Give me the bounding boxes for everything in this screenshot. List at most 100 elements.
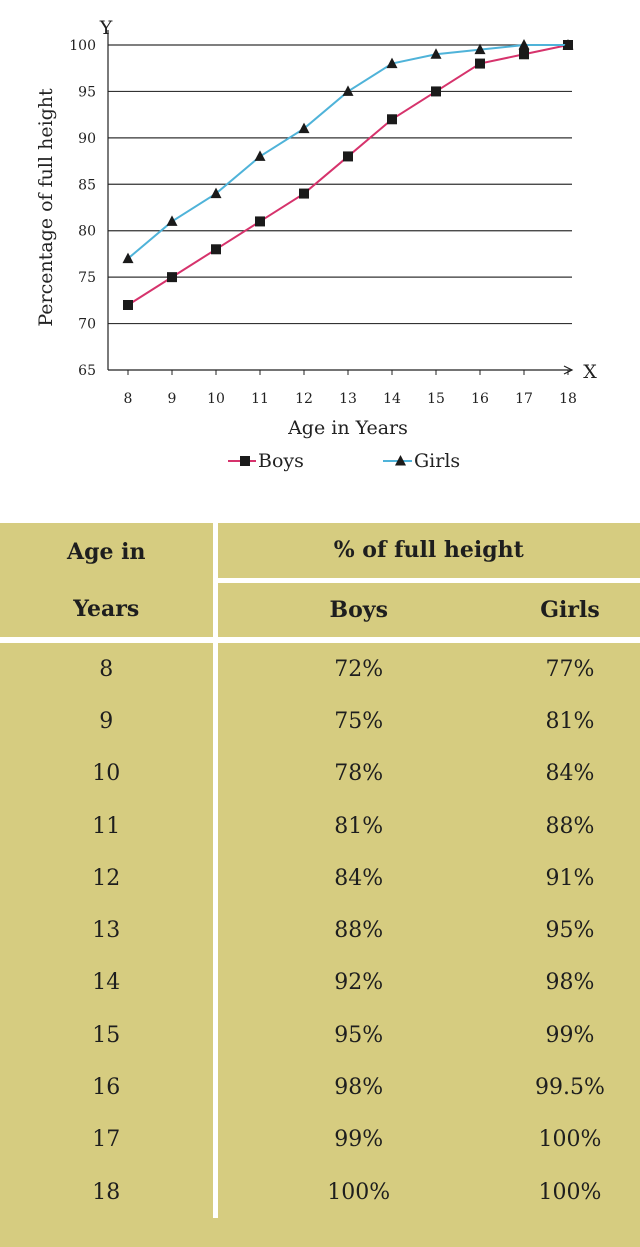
- cell-age: 13: [0, 904, 218, 957]
- table-header-row-2: Years Boys Girls: [0, 580, 640, 643]
- cell-girls: 100%: [538, 1127, 602, 1153]
- header-age-line1: Age in: [0, 523, 218, 580]
- point-boys: [387, 114, 397, 125]
- point-girls: [562, 39, 574, 50]
- legend-marker-girls: [395, 455, 406, 466]
- x-tick-label: 14: [383, 391, 401, 407]
- point-boys: [211, 244, 221, 255]
- cell-girls: 98%: [545, 970, 595, 996]
- point-boys: [123, 300, 133, 310]
- y-tick-label: 65: [78, 363, 96, 379]
- table-body: 8 72% 77% 9 75% 81% 10 78% 84% 11 81% 88% 12 84% 91% 13…: [0, 640, 640, 1219]
- height-growth-chart: 65 70 75 80 85 90 95 100 8 9 10 11 12 13 14 15 16 17 18 Y X A…: [0, 0, 640, 490]
- cell-age: 12: [0, 852, 218, 905]
- table-row: 8 72% 77%: [0, 640, 640, 696]
- cell-boys: 95%: [334, 1022, 384, 1048]
- point-girls: [518, 39, 530, 50]
- point-girls: [122, 252, 134, 264]
- cell-age: 14: [0, 956, 218, 1010]
- table-header-row-1: Age in % of full height: [0, 523, 640, 583]
- cell-girls: 88%: [545, 813, 595, 839]
- table-row: 17 99% 100%: [0, 1113, 640, 1166]
- point-girls: [386, 57, 398, 69]
- point-boys: [299, 188, 309, 199]
- x-tick-label: 11: [251, 391, 269, 407]
- cell-age: 10: [0, 747, 218, 800]
- table-row: 15 95% 99%: [0, 1009, 640, 1062]
- table-row: 10 78% 84%: [0, 747, 640, 800]
- cell-boys: 75%: [334, 708, 384, 734]
- legend-label-girls: Girls: [414, 450, 460, 472]
- table-row: 12 84% 91%: [0, 852, 640, 905]
- x-axis-arrow: [563, 365, 574, 375]
- y-tick-label: 70: [78, 317, 96, 333]
- y-tick-label: 95: [78, 84, 96, 100]
- point-girls: [342, 85, 354, 96]
- cell-boys: 81%: [334, 813, 384, 839]
- cell-girls: 99.5%: [535, 1075, 605, 1101]
- point-girls: [298, 122, 310, 134]
- table-row: 13 88% 95%: [0, 904, 640, 957]
- x-tick-label: 10: [207, 391, 225, 407]
- x-tick-label: 17: [515, 391, 533, 407]
- point-girls: [254, 150, 266, 161]
- cell-age: 16: [0, 1061, 218, 1114]
- cell-age: 9: [0, 695, 218, 748]
- y-axis-title: Percentage of full height: [35, 88, 57, 327]
- cell-boys: 84%: [334, 865, 384, 891]
- table-row: 16 98% 99.5%: [0, 1061, 640, 1114]
- height-percentage-table: Age in % of full height Years Boys Girls…: [0, 523, 640, 1219]
- cell-girls: 84%: [545, 761, 595, 787]
- point-girls: [430, 48, 442, 59]
- point-boys: [255, 216, 265, 227]
- table-row: 11 81% 88%: [0, 799, 640, 853]
- cell-boys: 72%: [334, 656, 384, 682]
- x-tick-label: 8: [124, 391, 133, 407]
- cell-girls: 77%: [545, 656, 595, 682]
- cell-boys: 100%: [327, 1179, 391, 1205]
- point-girls: [210, 187, 222, 199]
- point-girls: [166, 215, 178, 226]
- cell-age: 18: [0, 1165, 218, 1219]
- cell-girls: 100%: [538, 1179, 602, 1205]
- y-axis-letter: Y: [99, 17, 113, 39]
- cell-boys: 78%: [334, 761, 384, 787]
- cell-girls: 81%: [545, 708, 595, 734]
- point-boys: [519, 49, 529, 60]
- cell-girls: 95%: [545, 918, 595, 944]
- cell-boys: 92%: [334, 970, 384, 996]
- point-boys: [167, 272, 177, 283]
- legend-label-boys: Boys: [258, 450, 304, 472]
- cell-age: 15: [0, 1009, 218, 1062]
- x-axis-title: Age in Years: [287, 417, 408, 439]
- y-tick-label: 85: [78, 177, 96, 193]
- cell-age: 8: [0, 640, 218, 696]
- cell-girls: 99%: [545, 1022, 595, 1048]
- y-tick-label: 75: [78, 270, 96, 286]
- x-tick-label: 12: [295, 391, 313, 407]
- x-tick-label: 9: [168, 391, 177, 407]
- table-row: 18 100% 100%: [0, 1165, 640, 1219]
- point-boys: [475, 58, 485, 69]
- x-axis-letter: X: [583, 361, 597, 383]
- header-girls: Girls: [500, 580, 640, 643]
- x-tick-label: 15: [427, 391, 445, 407]
- x-tick-label: 18: [559, 391, 577, 407]
- header-boys: Boys: [215, 580, 500, 643]
- y-tick-label: 80: [78, 224, 96, 240]
- cell-age: 11: [0, 799, 218, 853]
- y-tick-label: 100: [69, 38, 96, 54]
- x-tick-label: 13: [339, 391, 357, 407]
- chart-canvas: 65 70 75 80 85 90 95 100 8 9 10 11 12 13 14 15 16 17 18 Y X A…: [35, 17, 597, 472]
- cell-girls: 91%: [545, 865, 595, 891]
- x-tick-label: 16: [471, 391, 489, 407]
- point-girls: [474, 43, 486, 55]
- cell-boys: 98%: [334, 1075, 384, 1101]
- cell-boys: 99%: [334, 1127, 384, 1153]
- series-line-boys: [127, 44, 569, 306]
- point-boys: [343, 151, 353, 162]
- legend-marker-boys: [240, 456, 250, 466]
- cell-boys: 88%: [334, 918, 384, 944]
- table-row: 9 75% 81%: [0, 695, 640, 748]
- point-boys: [431, 86, 441, 97]
